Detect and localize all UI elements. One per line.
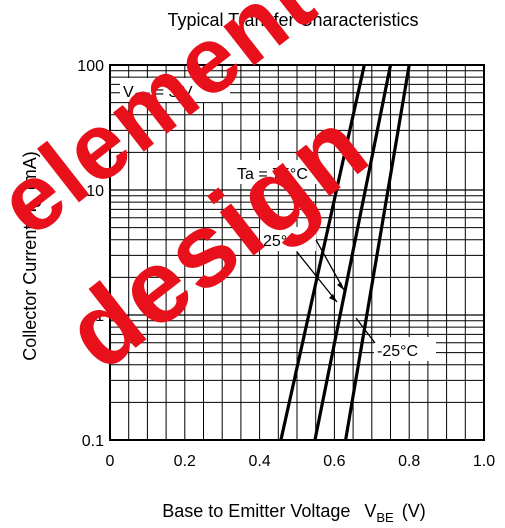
y-axis-unit: (mA) (20, 151, 40, 190)
plot-frame (109, 64, 485, 441)
y-axis-label-text: Collector Current (20, 225, 40, 361)
y-axis-symbol-sub: C (29, 198, 44, 207)
x-tick-label: 0.8 (398, 453, 420, 470)
y-axis-label: Collector Current IC (mA) (20, 151, 44, 360)
y-tick-label: 10 (86, 183, 104, 200)
series-line-1 (313, 64, 393, 441)
series-label-75: Ta = 75°C (237, 166, 308, 183)
condition-subscript: CE (134, 90, 151, 104)
series-label-m25: -25°C (377, 343, 418, 360)
callout-25-line-a (296, 251, 338, 303)
x-axis-label-text: Base to Emitter Voltage (162, 501, 350, 521)
x-axis-unit: (V) (402, 501, 426, 521)
series-label-25: 25°C (263, 233, 299, 250)
x-tick-label: 0 (106, 453, 115, 470)
condition-symbol: V (123, 84, 134, 101)
callout-m25-line (355, 317, 376, 344)
x-tick-labels: 0 0.2 0.4 0.6 0.8 1.0 (106, 453, 496, 470)
y-tick-label: 100 (77, 58, 104, 75)
x-tick-label: 0.4 (248, 453, 270, 470)
y-axis-symbol: I (20, 208, 40, 213)
x-tick-label: 1.0 (473, 453, 495, 470)
x-tick-label: 0.6 (323, 453, 345, 470)
x-axis-symbol-sub: BE (376, 510, 394, 525)
condition-value: = 3 V (150, 84, 193, 101)
y-tick-labels: 0.1 1 10 100 (77, 58, 104, 450)
condition-label-bg (120, 78, 230, 102)
x-tick-label: 0.2 (174, 453, 196, 470)
series-label-bg-25 (260, 227, 316, 251)
series-label-bg-75 (234, 160, 330, 184)
callout-25-arrow-b (337, 282, 344, 290)
y-tick-label: 0.1 (82, 433, 104, 450)
series-line-2 (344, 64, 411, 441)
condition-label: VCE = 3 V (123, 84, 193, 104)
x-axis-symbol: V (364, 501, 376, 521)
y-tick-label: 1 (95, 308, 104, 325)
chart-title: Typical Transfer Characteristics (167, 10, 418, 30)
x-axis-label: Base to Emitter Voltage VBE (V) (162, 501, 425, 525)
callout-25-line-b (315, 239, 345, 291)
series-label-bg-m25 (374, 337, 436, 361)
callout-25-arrow-a (329, 294, 337, 302)
